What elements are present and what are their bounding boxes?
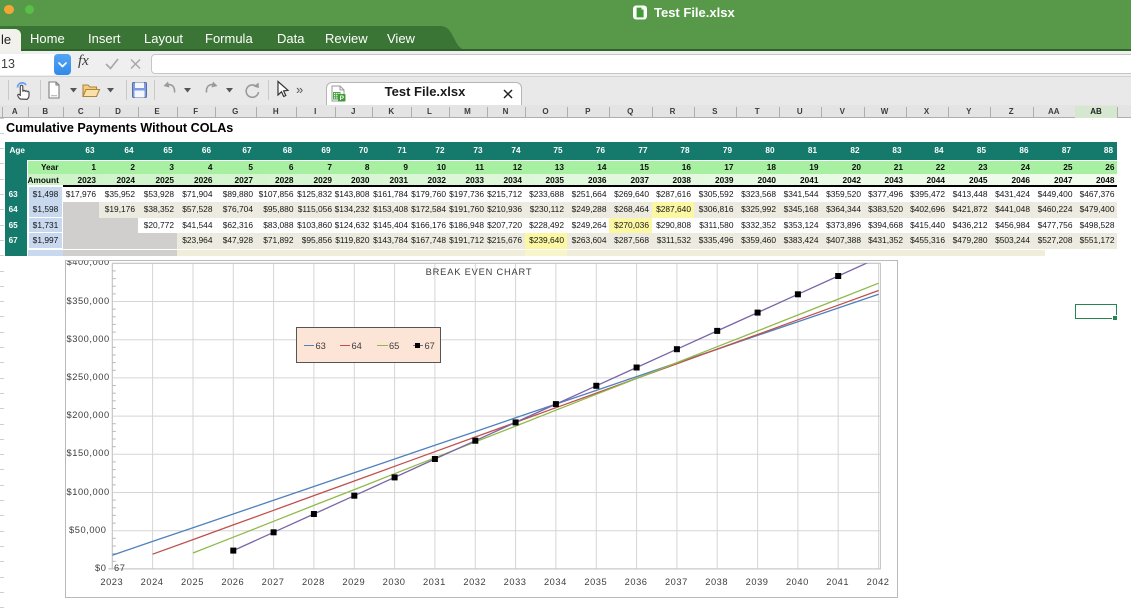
svg-text:P: P bbox=[340, 95, 345, 102]
svg-text:»: » bbox=[296, 82, 303, 97]
